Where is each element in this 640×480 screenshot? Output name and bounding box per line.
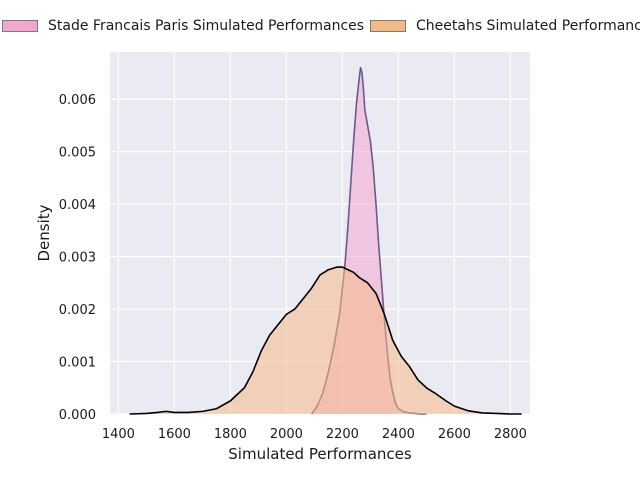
y-tick-label: 0.005: [59, 146, 96, 161]
y-tick-label: 0.003: [59, 251, 96, 266]
series-layer: [129, 66, 522, 415]
legend-item-cheetahs: Cheetahs Simulated Performances: [370, 18, 640, 34]
x-axis-label: Simulated Performances: [228, 445, 412, 463]
x-tick-label: 1600: [158, 427, 191, 442]
legend-swatch-stade-francais: [2, 20, 38, 32]
legend-label-stade-francais: Stade Francais Paris Simulated Performan…: [48, 18, 365, 34]
y-axis-label: Density: [35, 204, 53, 261]
y-axis-ticks: 0.000 0.001 0.002 0.003 0.004 0.005 0.006: [59, 93, 96, 423]
density-area-cheetahs: [129, 267, 522, 414]
x-tick-label: 2800: [494, 427, 527, 442]
x-axis-ticks: 1400 1600 1800 2000 2200 2400 2600 2800: [102, 427, 527, 442]
x-tick-label: 1400: [102, 427, 135, 442]
y-tick-label: 0.001: [59, 356, 96, 371]
legend-label-cheetahs: Cheetahs Simulated Performances: [416, 18, 640, 34]
x-tick-label: 1800: [214, 427, 247, 442]
legend: Stade Francais Paris Simulated Performan…: [0, 18, 640, 42]
y-tick-label: 0.000: [59, 408, 96, 423]
y-tick-label: 0.006: [59, 93, 96, 108]
density-line-cheetahs: [129, 266, 522, 415]
y-tick-label: 0.004: [59, 198, 96, 213]
x-tick-label: 2200: [326, 427, 359, 442]
x-tick-label: 2400: [382, 427, 415, 442]
x-tick-label: 2600: [438, 427, 471, 442]
legend-swatch-cheetahs: [370, 20, 406, 32]
legend-item-stade-francais: Stade Francais Paris Simulated Performan…: [2, 18, 364, 34]
x-tick-label: 2000: [270, 427, 303, 442]
y-tick-label: 0.002: [59, 303, 96, 318]
